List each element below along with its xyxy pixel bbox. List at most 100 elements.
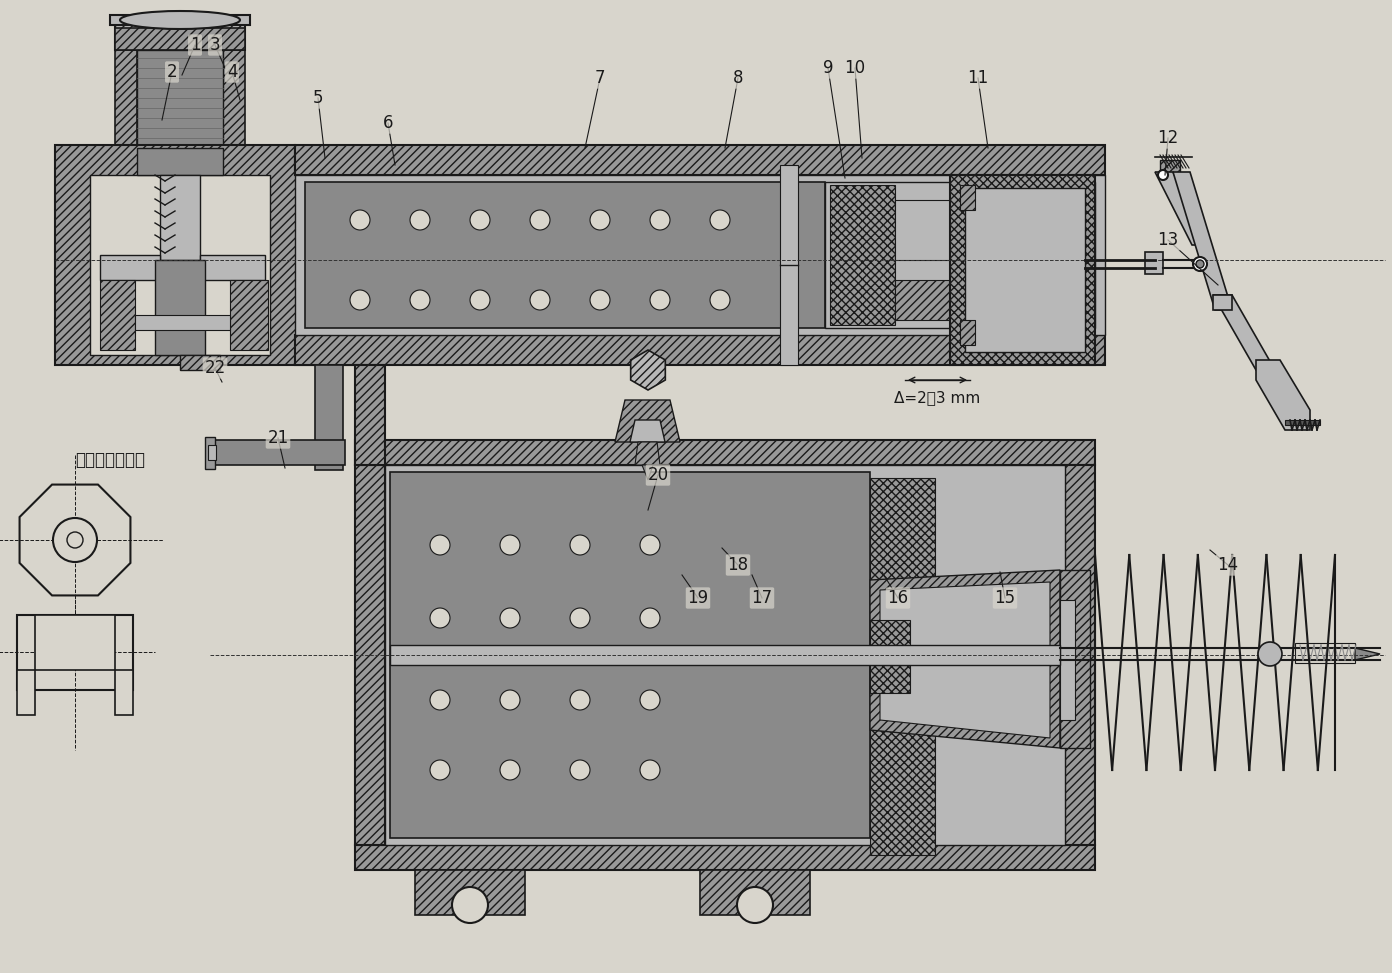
Polygon shape [355,465,386,845]
Text: 11: 11 [967,69,988,87]
Circle shape [430,535,450,555]
Polygon shape [386,465,1065,845]
Text: 16: 16 [888,589,909,607]
Polygon shape [110,15,251,25]
Polygon shape [355,845,1096,870]
Circle shape [411,290,430,310]
Text: 5: 5 [313,89,323,107]
Text: 13: 13 [1157,231,1179,249]
Circle shape [1196,260,1204,268]
Circle shape [530,290,550,310]
Circle shape [640,690,660,710]
Polygon shape [1212,295,1275,370]
Polygon shape [780,165,798,365]
Polygon shape [1354,648,1379,660]
Circle shape [1258,642,1282,666]
Polygon shape [390,472,870,838]
Circle shape [640,760,660,780]
Circle shape [67,532,84,548]
Polygon shape [90,175,270,355]
Circle shape [650,290,670,310]
Polygon shape [960,320,974,345]
Polygon shape [870,570,1059,748]
Circle shape [430,690,450,710]
Text: 15: 15 [994,589,1016,607]
Polygon shape [17,615,134,690]
Polygon shape [295,335,1105,365]
Polygon shape [1146,252,1162,274]
Circle shape [1158,170,1168,180]
Circle shape [349,290,370,310]
Text: 21: 21 [267,429,288,447]
Polygon shape [615,400,681,442]
Circle shape [349,210,370,230]
Text: 2: 2 [167,63,177,81]
Text: 6: 6 [383,114,394,132]
Circle shape [569,690,590,710]
Polygon shape [870,730,935,855]
Polygon shape [830,185,895,325]
Polygon shape [880,582,1050,738]
Polygon shape [965,188,1084,352]
Circle shape [590,290,610,310]
Polygon shape [35,615,116,670]
Circle shape [452,887,489,923]
Circle shape [569,535,590,555]
Polygon shape [1212,295,1232,310]
Polygon shape [895,280,949,320]
Polygon shape [631,350,665,390]
Polygon shape [1256,360,1310,430]
Text: 12: 12 [1157,129,1179,147]
Circle shape [650,210,670,230]
Text: 7: 7 [594,69,606,87]
Polygon shape [155,260,205,355]
Polygon shape [949,175,1096,365]
Polygon shape [355,440,1096,465]
Polygon shape [960,185,974,210]
Polygon shape [116,50,136,150]
Polygon shape [1059,600,1075,720]
Polygon shape [116,22,245,50]
Polygon shape [1059,570,1090,748]
Text: Δ=2～3 mm: Δ=2～3 mm [894,390,980,405]
Polygon shape [135,315,230,330]
Polygon shape [1160,160,1180,175]
Text: 1: 1 [189,36,200,54]
Polygon shape [136,50,223,145]
Text: 20: 20 [647,466,668,484]
Polygon shape [642,465,653,480]
Text: 19: 19 [688,589,709,607]
Polygon shape [116,670,134,715]
Text: 4: 4 [227,63,237,81]
Polygon shape [870,478,935,580]
Circle shape [411,210,430,230]
Polygon shape [180,355,220,370]
Polygon shape [116,145,245,153]
Polygon shape [895,200,949,260]
Polygon shape [1285,420,1320,425]
Circle shape [710,210,729,230]
Circle shape [530,210,550,230]
Polygon shape [825,182,1096,328]
Polygon shape [136,148,223,175]
Polygon shape [1065,465,1096,845]
Polygon shape [205,437,214,469]
Circle shape [736,887,773,923]
Text: 18: 18 [728,556,749,574]
Polygon shape [635,442,660,465]
Polygon shape [315,365,342,470]
Polygon shape [700,870,810,915]
Text: 22: 22 [205,359,226,377]
Circle shape [640,535,660,555]
Text: 14: 14 [1218,556,1239,574]
Text: 8: 8 [732,69,743,87]
Circle shape [500,760,521,780]
Polygon shape [355,365,386,465]
Circle shape [500,535,521,555]
Polygon shape [116,28,245,50]
Polygon shape [295,175,1105,335]
Polygon shape [415,870,525,915]
Polygon shape [17,670,35,715]
Circle shape [53,518,97,562]
Circle shape [710,290,729,310]
